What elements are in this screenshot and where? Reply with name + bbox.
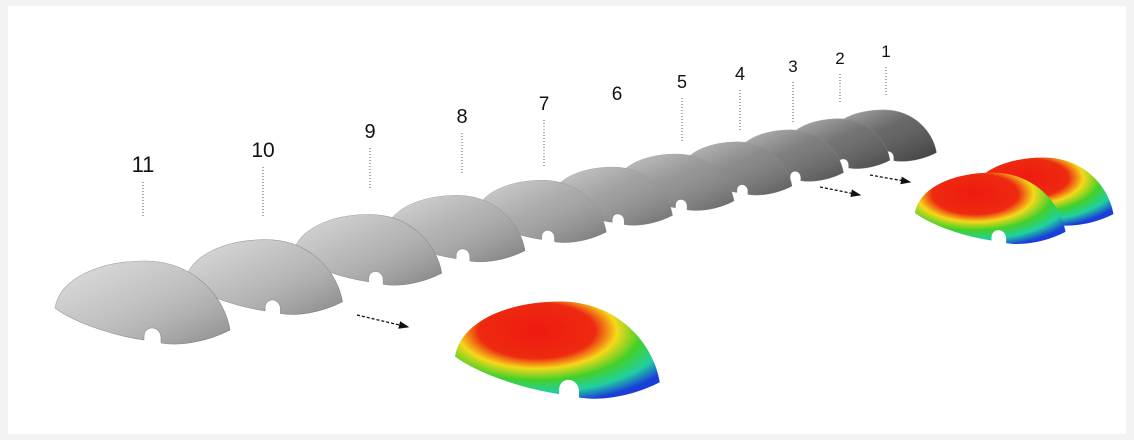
shell-label: 8 — [456, 106, 467, 128]
arrow — [356, 314, 410, 329]
shell — [184, 239, 343, 315]
heat-shell — [455, 301, 660, 399]
shell — [292, 214, 443, 286]
shells — [54, 109, 937, 345]
shell-label: 2 — [835, 49, 844, 68]
shell-label: 1 — [881, 42, 890, 61]
arrow — [819, 186, 862, 198]
shell-label: 10 — [251, 139, 274, 162]
shell-label: 11 — [132, 152, 155, 177]
shell-shine — [293, 214, 442, 286]
labels: 11 10 9 8 7 6 5 4 3 2 1 — [132, 42, 891, 218]
arrows — [356, 174, 912, 329]
figure-canvas: 11 10 9 8 7 6 5 4 3 2 1 — [54, 42, 1114, 399]
heat-shells — [455, 157, 1114, 399]
shell-label: 3 — [788, 57, 797, 76]
shell — [54, 260, 231, 345]
shell-label: 6 — [612, 84, 623, 105]
shell-label: 4 — [735, 64, 745, 84]
arrow — [869, 174, 912, 185]
heat-body — [455, 301, 660, 399]
shell-shine — [185, 239, 343, 315]
shell-label: 7 — [539, 94, 550, 115]
heat-body — [915, 172, 1066, 245]
figure: 11 10 9 8 7 6 5 4 3 2 1 — [8, 6, 1126, 434]
shell-shine — [55, 261, 230, 345]
heat-shell — [915, 172, 1066, 245]
shell-label: 9 — [364, 121, 375, 143]
shell-label: 5 — [677, 72, 687, 92]
